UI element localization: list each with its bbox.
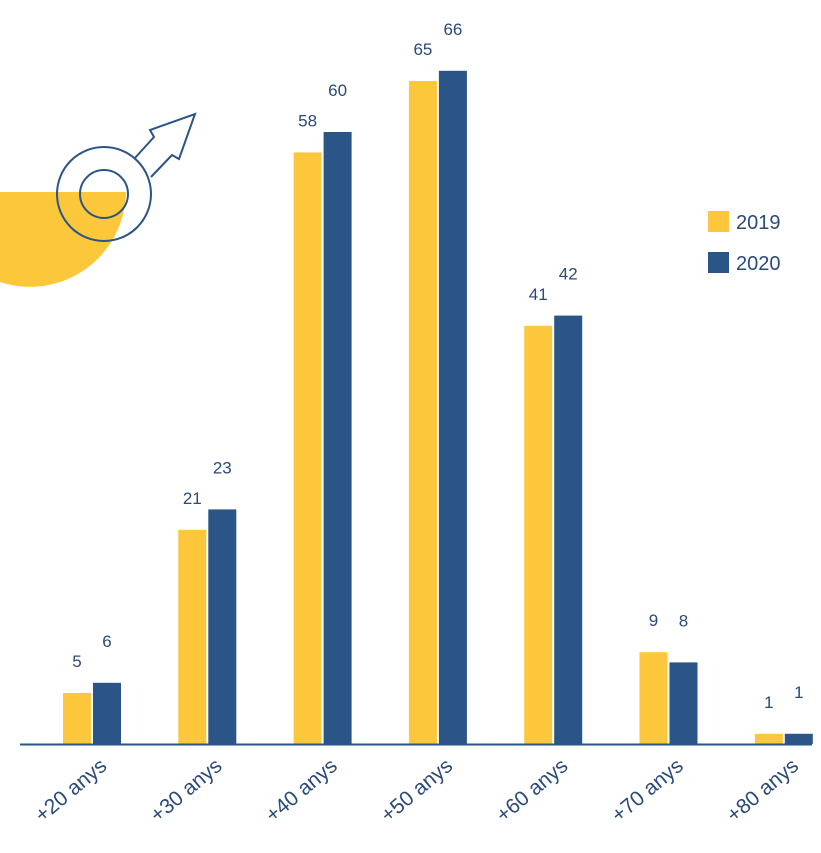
value-label-2020-1: 6 [102, 632, 111, 651]
value-label-2019-5: 41 [529, 285, 548, 304]
category-label-7: +80 anys [722, 754, 803, 827]
value-labels-layer: 5 6 21 23 58 60 65 66 41 42 9 8 1 1 [72, 20, 803, 712]
value-label-2020-5: 42 [559, 265, 578, 284]
legend: 2019 2020 [708, 211, 781, 275]
value-label-2020-4: 66 [443, 20, 462, 39]
legend-swatch-2020 [708, 252, 729, 273]
bar-2020-5 [554, 315, 583, 744]
bar-2019-7 [754, 733, 783, 744]
bar-2019-5 [524, 325, 553, 744]
bars-layer [63, 70, 813, 745]
bar-2020-6 [669, 662, 698, 744]
male-symbol-icon [56, 112, 197, 242]
legend-label-2019: 2019 [736, 212, 781, 234]
bar-2019-6 [639, 652, 668, 744]
bar-2020-4 [438, 70, 467, 745]
legend-swatch-2019 [708, 211, 729, 232]
value-label-2019-4: 65 [413, 40, 432, 59]
value-label-2020-3: 60 [328, 81, 347, 100]
value-label-2019-1: 5 [72, 652, 81, 671]
bar-2019-1 [63, 693, 91, 744]
value-label-2019-3: 58 [298, 111, 317, 130]
category-label-4: +50 anys [377, 754, 458, 827]
value-label-2020-6: 8 [679, 611, 688, 630]
bar-2019-4 [408, 81, 437, 744]
category-label-1: +20 anys [31, 754, 112, 827]
category-label-5: +60 anys [492, 754, 573, 827]
yellow-half-circle-decoration [0, 192, 126, 287]
legend-label-2020: 2020 [736, 253, 781, 275]
category-label-6: +70 anys [607, 754, 688, 827]
bar-2019-3 [293, 152, 322, 744]
value-label-2019-6: 9 [649, 611, 658, 630]
bar-2020-2 [208, 509, 237, 744]
bar-2020-7 [784, 733, 813, 744]
value-label-2020-2: 23 [213, 458, 232, 477]
bar-2020-1 [93, 682, 121, 744]
value-label-2019-2: 21 [183, 489, 202, 508]
value-label-2019-7: 1 [764, 693, 773, 712]
bar-2020-3 [323, 132, 352, 744]
category-label-2: +30 anys [146, 754, 227, 827]
category-label-3: +40 anys [261, 754, 342, 827]
category-labels-layer: +20 anys +30 anys +40 anys +50 anys +60 anys… [31, 754, 803, 827]
value-label-2020-7: 1 [794, 683, 803, 702]
bar-2019-2 [178, 529, 207, 744]
